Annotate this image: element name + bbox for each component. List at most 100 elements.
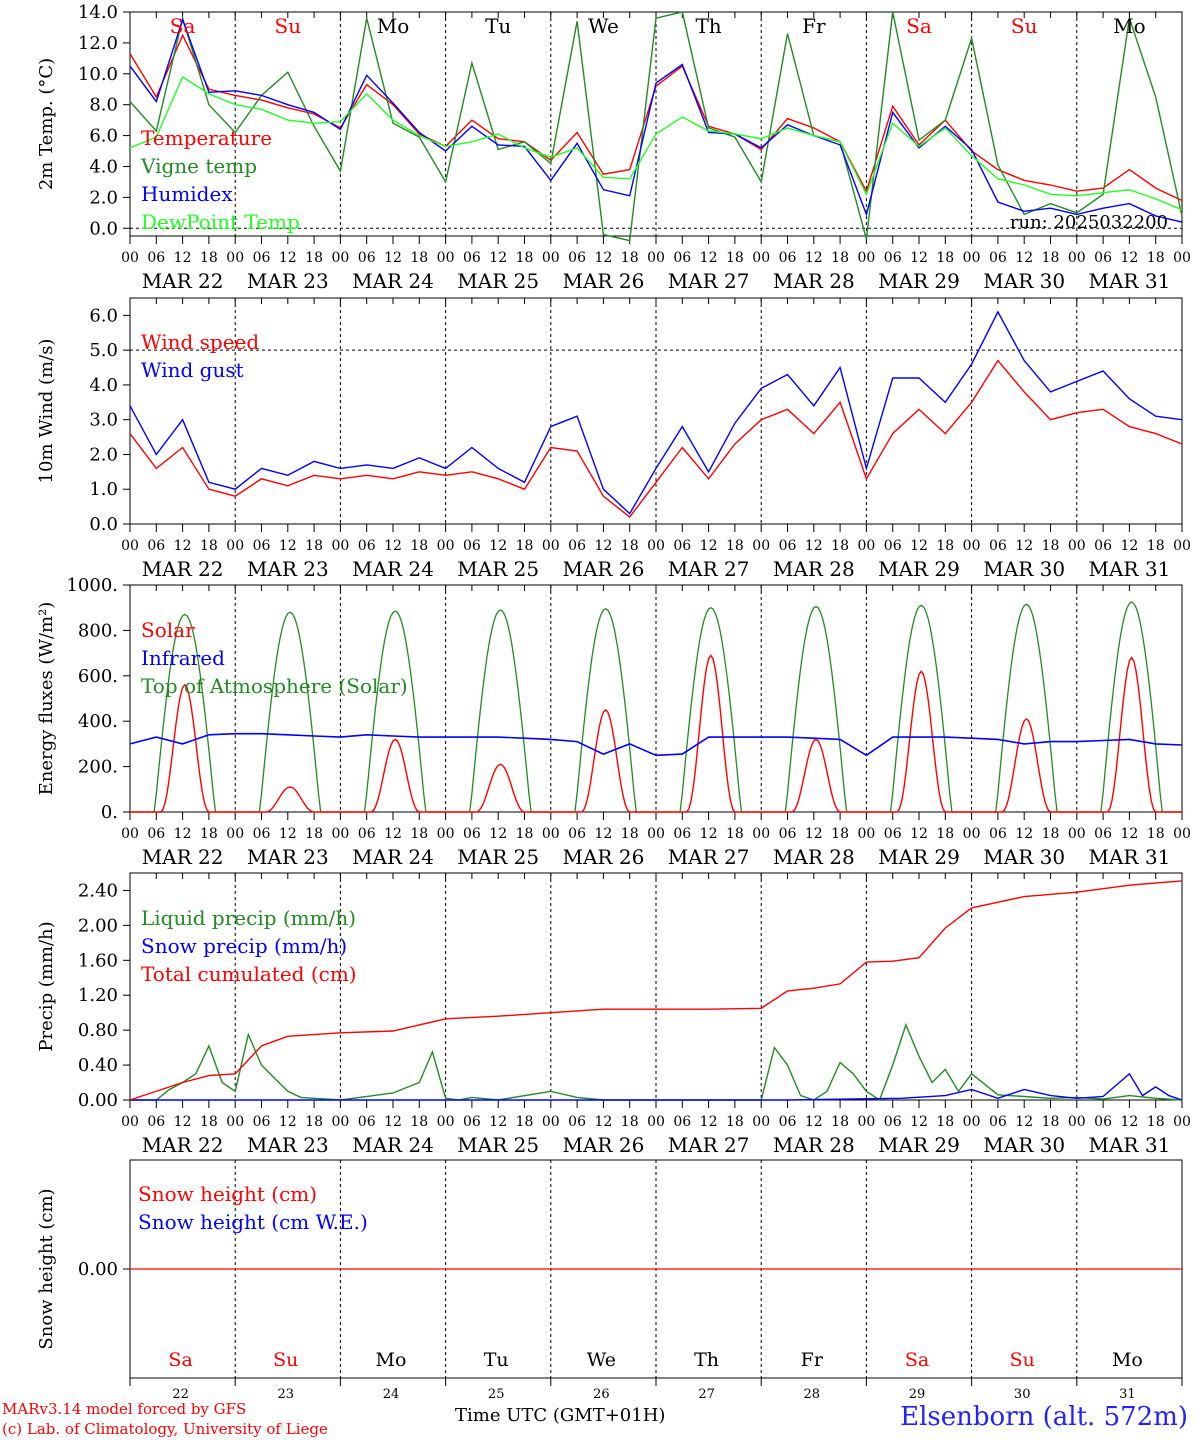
date-label: MAR 30 <box>983 557 1065 581</box>
hour-label: 18 <box>1147 250 1165 266</box>
hour-label: 12 <box>1120 250 1138 266</box>
date-label: MAR 22 <box>142 845 224 869</box>
hour-label: 18 <box>621 538 639 554</box>
toa-solar-curve <box>550 608 656 813</box>
hour-label: 18 <box>305 538 323 554</box>
legend-entry-3: Humidex <box>141 182 233 206</box>
hour-label: 00 <box>752 826 770 842</box>
hour-label: 18 <box>831 250 849 266</box>
hour-label: 06 <box>779 538 797 554</box>
hour-label: 00 <box>226 1114 244 1130</box>
series-line-2 <box>130 1072 1183 1101</box>
hour-label: 18 <box>831 1114 849 1130</box>
date-label: MAR 29 <box>878 269 960 293</box>
date-label: MAR 23 <box>247 269 329 293</box>
solar-curve <box>971 717 1077 813</box>
day-abbr-bottom: Mo <box>1112 1349 1143 1371</box>
y-tick-label: 600. <box>78 666 118 687</box>
hour-label: 00 <box>226 538 244 554</box>
solar-curve <box>130 683 236 813</box>
hour-label: 12 <box>700 1114 718 1130</box>
date-label: MAR 26 <box>563 845 645 869</box>
hour-label: 00 <box>647 250 665 266</box>
date-label: MAR 31 <box>1089 269 1171 293</box>
infrared-line <box>129 732 1183 757</box>
hour-label: 18 <box>831 538 849 554</box>
date-number: 23 <box>278 1387 295 1400</box>
hour-label: 00 <box>121 250 139 266</box>
hour-label: 18 <box>1147 1114 1165 1130</box>
toa-solar-curve <box>235 611 341 813</box>
y-tick-label: 0.00 <box>78 1090 118 1111</box>
hour-label: 18 <box>831 826 849 842</box>
date-label: MAR 28 <box>773 557 855 581</box>
hour-label: 12 <box>174 826 192 842</box>
hour-label: 00 <box>226 826 244 842</box>
hour-label: 18 <box>305 826 323 842</box>
hour-label: 00 <box>752 250 770 266</box>
hour-label: 12 <box>489 538 507 554</box>
hour-label: 06 <box>358 538 376 554</box>
hour-label: 18 <box>1042 538 1060 554</box>
date-number: 28 <box>804 1387 821 1400</box>
hour-label: 12 <box>1120 1114 1138 1130</box>
hour-label: 06 <box>463 250 481 266</box>
date-label: MAR 30 <box>983 845 1065 869</box>
date-label: MAR 29 <box>878 845 960 869</box>
date-label: MAR 31 <box>1089 845 1171 869</box>
hour-label: 00 <box>1173 538 1191 554</box>
hour-label: 06 <box>568 1114 586 1130</box>
hour-label: 00 <box>331 826 349 842</box>
hour-label: 00 <box>752 538 770 554</box>
hour-label: 18 <box>726 1114 744 1130</box>
hour-label: 12 <box>279 250 297 266</box>
hour-label: 18 <box>410 826 428 842</box>
hour-label: 06 <box>673 538 691 554</box>
y-tick-label: 8.0 <box>89 95 118 116</box>
legend-entry-4: DewPoint Temp <box>141 210 300 234</box>
hour-label: 06 <box>253 538 271 554</box>
time-axis-label: Time UTC (GMT+01H) <box>455 1405 666 1426</box>
toa-solar-curve <box>656 606 762 813</box>
hour-label: 18 <box>200 1114 218 1130</box>
hour-label: 06 <box>989 826 1007 842</box>
hour-label: 12 <box>279 826 297 842</box>
date-number: 30 <box>1014 1387 1031 1400</box>
y-tick-label: 0.40 <box>78 1055 118 1076</box>
hour-label: 12 <box>1015 826 1033 842</box>
date-label: MAR 31 <box>1089 557 1171 581</box>
day-abbr-top: Su <box>275 14 302 38</box>
solar-curve <box>235 786 341 813</box>
date-label: MAR 29 <box>878 557 960 581</box>
hour-label: 00 <box>857 1114 875 1130</box>
run-label: run: 2025032200 <box>1010 212 1168 233</box>
y-tick-label: 2.00 <box>78 915 118 936</box>
hour-label: 00 <box>437 538 455 554</box>
day-abbr-bottom: Sa <box>168 1349 192 1371</box>
series-line-4 <box>129 75 1183 211</box>
hour-label: 00 <box>542 250 560 266</box>
y-tick-label: 0. <box>101 802 118 823</box>
hour-label: 18 <box>1042 1114 1060 1130</box>
y-tick-label: 0.00 <box>78 1259 118 1280</box>
date-label: MAR 24 <box>352 845 434 869</box>
y-tick-label: 6.0 <box>89 305 118 326</box>
day-abbr-bottom: Tu <box>484 1349 509 1371</box>
date-number: 25 <box>488 1387 505 1400</box>
legend-entry-3: Total cumulated (cm) <box>141 962 357 986</box>
hour-label: 06 <box>1094 538 1112 554</box>
hour-label: 18 <box>621 250 639 266</box>
y-tick-label: 4.0 <box>89 156 118 177</box>
y-tick-label: 3.0 <box>89 410 118 431</box>
date-label: MAR 23 <box>247 1133 329 1157</box>
day-abbr-top: Mo <box>377 14 410 38</box>
y-tick-label: 0.80 <box>78 1020 118 1041</box>
hour-label: 18 <box>726 250 744 266</box>
day-abbr-bottom: Fr <box>801 1349 824 1371</box>
hour-label: 18 <box>516 1114 534 1130</box>
hour-label: 06 <box>779 826 797 842</box>
toa-solar-curve <box>340 610 446 813</box>
date-label: MAR 28 <box>773 845 855 869</box>
series-line-1 <box>129 359 1183 518</box>
hour-label: 00 <box>1068 1114 1086 1130</box>
